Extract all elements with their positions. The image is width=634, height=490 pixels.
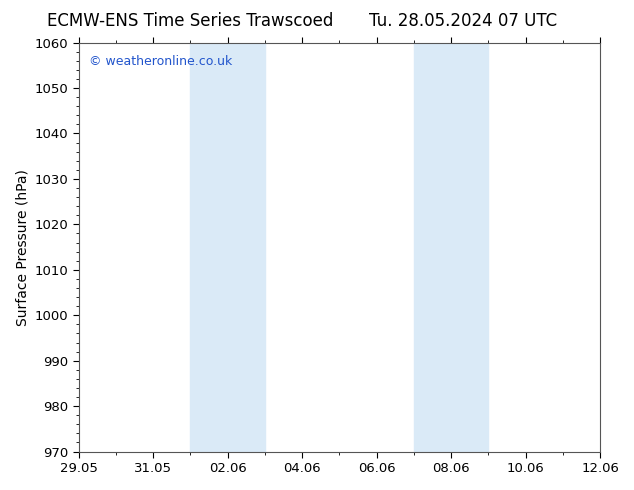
Bar bbox=[190, 43, 265, 452]
Text: ECMW-ENS Time Series Trawscoed: ECMW-ENS Time Series Trawscoed bbox=[47, 12, 333, 30]
Bar bbox=[414, 43, 488, 452]
Text: © weatheronline.co.uk: © weatheronline.co.uk bbox=[89, 55, 233, 68]
Y-axis label: Surface Pressure (hPa): Surface Pressure (hPa) bbox=[15, 169, 29, 325]
Text: Tu. 28.05.2024 07 UTC: Tu. 28.05.2024 07 UTC bbox=[369, 12, 557, 30]
